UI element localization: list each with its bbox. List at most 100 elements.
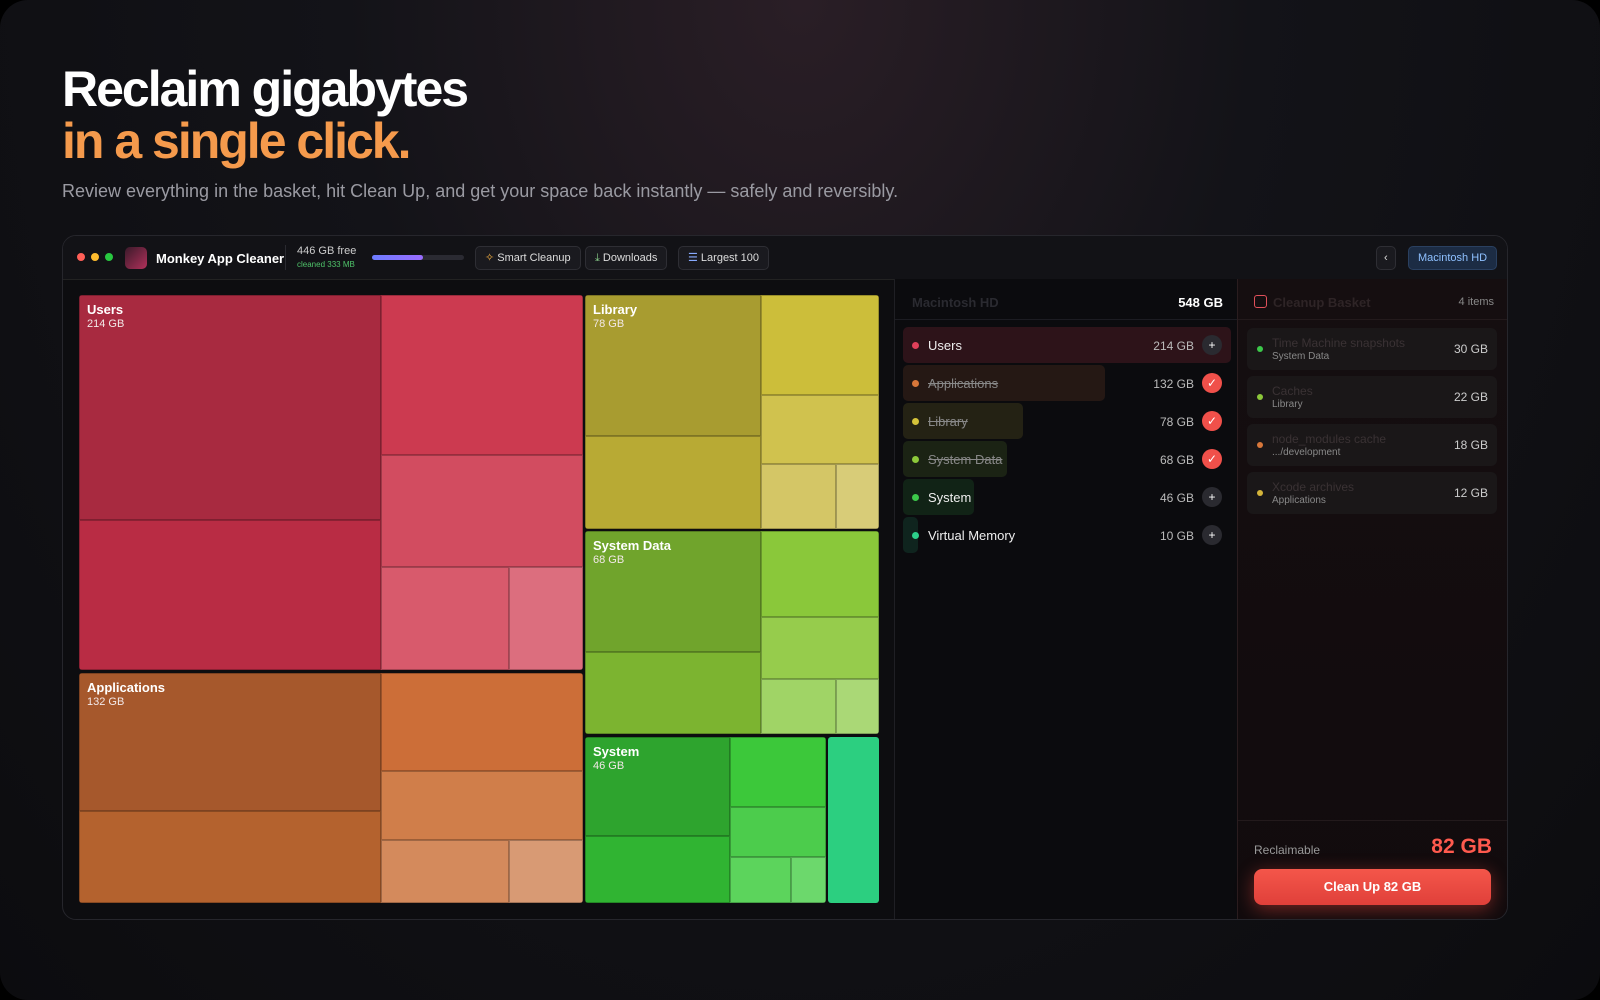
add-toggle[interactable]: +: [1202, 487, 1222, 507]
dot: [912, 494, 919, 501]
basket-item-source: Library: [1272, 399, 1303, 410]
downloads-button[interactable]: ⤓ Downloads: [585, 246, 668, 270]
basket-item-source: .../development: [1272, 447, 1341, 458]
divider: [1238, 319, 1507, 320]
selected-toggle[interactable]: ✓: [1202, 373, 1222, 393]
treemap-cell: [381, 455, 583, 567]
treemap-cell: [585, 295, 761, 436]
basket-icon: [1254, 295, 1267, 308]
close-button[interactable]: [77, 253, 85, 261]
volume-row[interactable]: Library 78 GB ✓: [903, 403, 1231, 439]
dot: [912, 342, 919, 349]
basket-panel: Cleanup Basket 4 items Reclaimable 82 GB…: [1237, 279, 1507, 919]
zoom-button[interactable]: [105, 253, 113, 261]
item-size: 214 GB: [1153, 339, 1194, 353]
size-bar: [903, 365, 1106, 401]
headline: Reclaim gigabytes: [62, 61, 469, 117]
basket-item-size: 22 GB: [1453, 390, 1488, 404]
treemap-cell: [585, 737, 730, 836]
app-name: Monkey App Cleaner: [156, 251, 285, 266]
treemap-cell: [836, 679, 879, 734]
block-size: 68 GB: [593, 554, 625, 566]
basket-item[interactable]: Caches Library 22 GB: [1247, 376, 1497, 418]
volume-row[interactable]: Virtual Memory 10 GB +: [903, 517, 1231, 553]
basket-item[interactable]: Time Machine snapshots System Data 30 GB: [1247, 328, 1497, 370]
item-name: Users: [928, 338, 962, 353]
divider: [895, 319, 1238, 320]
treemap-block[interactable]: System Data 68 GB: [585, 531, 879, 734]
basket-item[interactable]: Xcode archives Applications 12 GB: [1247, 472, 1497, 514]
button-label: Smart Cleanup: [497, 252, 571, 264]
treemap-cell: [381, 840, 509, 903]
treemap-block[interactable]: Library 78 GB: [585, 295, 879, 529]
volume-title: Macintosh HD: [912, 295, 999, 310]
reclaimable-value: 82 GB: [1431, 835, 1492, 858]
volume-row[interactable]: Users 214 GB +: [903, 327, 1231, 363]
cleaned: cleaned 333 MB: [297, 260, 355, 269]
block-name: System: [593, 744, 640, 759]
divider: [1238, 820, 1507, 821]
selected-toggle[interactable]: ✓: [1202, 411, 1222, 431]
item-name: System: [928, 490, 972, 505]
treemap-cell: [730, 857, 791, 903]
treemap-cell: [761, 679, 836, 734]
volume-row[interactable]: System Data 68 GB ✓: [903, 441, 1231, 477]
treemap-cell: [381, 771, 583, 840]
storage-bar: [372, 255, 464, 260]
treemap-cell: [381, 673, 583, 771]
volume-panel: Macintosh HD 548 GB Users 214 GB + Applicat…: [894, 279, 1238, 919]
block-size: 78 GB: [593, 318, 625, 330]
treemap-block[interactable]: Users 214 GB: [79, 295, 583, 670]
dot: [1257, 346, 1263, 352]
block-name: Library: [593, 302, 638, 317]
volume-total: 548 GB: [1178, 295, 1223, 310]
basket-item-source: System Data: [1272, 351, 1330, 362]
treemap-cell: [761, 464, 836, 529]
app-icon: [125, 247, 147, 269]
basket-item[interactable]: node_modules cache .../development 18 GB: [1247, 424, 1497, 466]
selected-toggle[interactable]: ✓: [1202, 449, 1222, 469]
largest-button[interactable]: ☰ Largest 100: [678, 246, 770, 270]
treemap-block[interactable]: Applications 132 GB: [79, 673, 583, 903]
basket-item-name: Caches: [1272, 384, 1313, 398]
block-name: Users: [87, 302, 124, 317]
dot: [1257, 394, 1263, 400]
button-label: Largest 100: [700, 252, 760, 264]
basket-item-name: Xcode archives: [1272, 480, 1355, 494]
treemap: Users 214 GB Applications 132 GB Library 78 G…: [79, 295, 879, 903]
treemap-cell: [761, 395, 879, 464]
basket-item-size: 18 GB: [1453, 438, 1488, 452]
reclaimable-label: Reclaimable: [1254, 843, 1321, 857]
volume-row[interactable]: System 46 GB +: [903, 479, 1231, 515]
item-size: 68 GB: [1159, 453, 1194, 467]
volume-row[interactable]: Applications 132 GB ✓: [903, 365, 1231, 401]
treemap-cell: [79, 520, 381, 670]
treemap-cell: [79, 811, 381, 903]
smart-cleanup-button[interactable]: ✧ Smart Cleanup: [475, 246, 581, 270]
clean-up-button[interactable]: Clean Up 82 GB: [1254, 869, 1491, 905]
item-name: Virtual Memory: [928, 528, 1016, 543]
treemap-cell: [761, 295, 879, 395]
size-bar: [903, 517, 919, 553]
dot: [912, 380, 919, 387]
app-window: Monkey App Cleaner 446 GB free cleaned 3…: [62, 235, 1508, 920]
block-size: 132 GB: [87, 696, 125, 708]
treemap-cell: [761, 531, 879, 617]
minimize-button[interactable]: [91, 253, 99, 261]
item-name: Applications: [928, 376, 999, 391]
size-bar: [903, 441, 1008, 477]
free-space: 446 GB free: [297, 245, 357, 257]
treemap-cell: [381, 567, 509, 670]
item-size: 46 GB: [1159, 491, 1194, 505]
treemap-block[interactable]: [828, 737, 879, 903]
back-button[interactable]: ‹: [1376, 246, 1396, 270]
add-toggle[interactable]: +: [1202, 525, 1222, 545]
treemap-cell: [509, 840, 583, 903]
treemap-cell: [730, 807, 826, 857]
basket-count: 4 items: [1458, 296, 1494, 308]
add-toggle[interactable]: +: [1202, 335, 1222, 355]
disk-selector[interactable]: Macintosh HD: [1408, 246, 1498, 270]
basket-item-size: 12 GB: [1453, 486, 1488, 500]
treemap-block[interactable]: System 46 GB: [585, 737, 826, 903]
